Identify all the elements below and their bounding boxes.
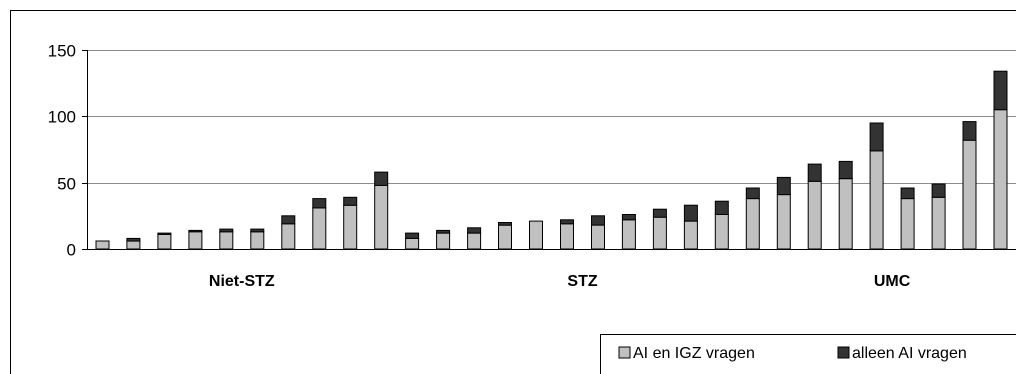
bar-segment-alleen-ai <box>869 122 884 152</box>
group-label: UMC <box>874 273 911 290</box>
bar-segment-ai-en-igz <box>745 198 760 250</box>
bar-segment-ai-en-igz <box>436 232 451 250</box>
bar-segment-ai-en-igz <box>219 231 234 250</box>
bar-segment-alleen-ai <box>436 229 451 234</box>
bar-segment-alleen-ai <box>993 70 1008 111</box>
legend-label-alleen-ai: alleen AI vragen <box>852 345 967 362</box>
bar-segment-alleen-ai <box>652 208 667 218</box>
bar-segment-alleen-ai <box>250 228 265 233</box>
bar-segment-alleen-ai <box>498 222 512 226</box>
bar-segment-ai-en-igz <box>931 196 946 250</box>
bars <box>95 70 1008 250</box>
bar-segment-alleen-ai <box>931 183 946 198</box>
bar-segment-alleen-ai <box>312 198 327 209</box>
bar-segment-ai-en-igz <box>188 231 203 250</box>
bar-segment-ai-en-igz <box>250 231 265 250</box>
y-tick-label: 150 <box>48 42 76 61</box>
bar-segment-alleen-ai <box>126 237 141 242</box>
bar-segment-ai-en-igz <box>900 198 915 250</box>
bar-segment-alleen-ai <box>591 215 605 226</box>
bar-segment-ai-en-igz <box>714 214 729 250</box>
chart-border <box>10 10 1016 374</box>
bar-segment-ai-en-igz <box>157 233 172 250</box>
bar-segment-ai-en-igz <box>962 139 977 250</box>
bar-segment-ai-en-igz <box>374 184 389 250</box>
bar-segment-ai-en-igz <box>560 223 574 250</box>
bar-segment-ai-en-igz <box>621 219 636 250</box>
bar-segment-ai-en-igz <box>126 240 141 250</box>
bar-segment-alleen-ai <box>560 219 574 225</box>
bar-segment-alleen-ai <box>343 196 358 206</box>
legend-box <box>600 334 1016 374</box>
bar-segment-alleen-ai <box>838 160 853 180</box>
bar-segment-ai-en-igz <box>467 232 482 250</box>
bar-segment-ai-en-igz <box>652 216 667 250</box>
group-label: Niet-STZ <box>209 273 275 290</box>
bar-segment-ai-en-igz <box>869 150 884 250</box>
y-tick-labels: 0 50 100 150 <box>48 42 76 260</box>
legend-swatch-ai-en-igz <box>618 346 631 359</box>
bar-segment-alleen-ai <box>188 229 203 233</box>
y-tick-label: 50 <box>57 175 76 194</box>
bar-segment-alleen-ai <box>281 215 296 225</box>
bar-segment-alleen-ai <box>900 187 915 200</box>
bar-segment-alleen-ai <box>962 121 977 141</box>
bar-segment-alleen-ai <box>807 163 822 182</box>
bar-segment-alleen-ai <box>219 228 234 233</box>
bar-segment-alleen-ai <box>157 232 172 235</box>
legend: AI en IGZ vragen alleen AI vragen <box>600 334 1016 374</box>
bar-segment-ai-en-igz <box>312 207 327 250</box>
y-tick-label: 100 <box>48 108 76 127</box>
gridlines <box>87 50 1016 184</box>
bar-segment-alleen-ai <box>467 227 482 234</box>
bar-segment-ai-en-igz <box>405 237 420 250</box>
group-labels: Niet-STZ STZ UMC <box>209 273 911 290</box>
bar-segment-ai-en-igz <box>95 240 110 250</box>
group-label: STZ <box>567 273 597 290</box>
bar-segment-alleen-ai <box>374 171 389 186</box>
bar-segment-alleen-ai <box>776 176 791 196</box>
y-tick-label: 0 <box>67 241 76 260</box>
axes <box>82 50 1016 250</box>
bar-segment-alleen-ai <box>745 187 760 200</box>
bar-segment-ai-en-igz <box>807 180 822 250</box>
bar-segment-ai-en-igz <box>838 178 853 250</box>
bar-segment-ai-en-igz <box>591 224 605 250</box>
bar-segment-ai-en-igz <box>993 109 1008 250</box>
bar-segment-alleen-ai <box>405 232 420 239</box>
bar-segment-ai-en-igz <box>498 224 512 250</box>
bar-segment-alleen-ai <box>714 200 729 215</box>
bar-segment-alleen-ai <box>621 214 636 221</box>
bar-segment-alleen-ai <box>683 204 698 222</box>
legend-label-ai-en-igz: AI en IGZ vragen <box>633 345 755 362</box>
bar-segment-ai-en-igz <box>281 223 296 250</box>
bar-segment-ai-en-igz <box>343 204 358 250</box>
legend-swatch-alleen-ai <box>837 346 850 359</box>
bar-segment-ai-en-igz <box>529 220 543 250</box>
bar-segment-ai-en-igz <box>776 194 791 250</box>
bar-segment-ai-en-igz <box>683 220 698 250</box>
